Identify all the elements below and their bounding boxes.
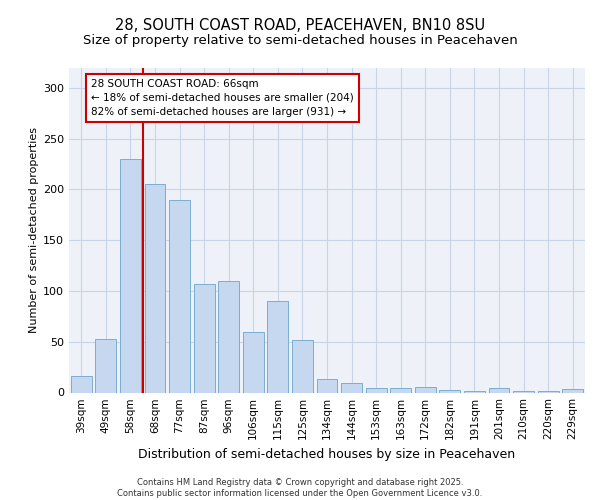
Bar xyxy=(488,388,509,392)
Bar xyxy=(169,200,190,392)
Bar xyxy=(292,340,313,392)
Bar xyxy=(268,301,289,392)
Text: 28, SOUTH COAST ROAD, PEACEHAVEN, BN10 8SU: 28, SOUTH COAST ROAD, PEACEHAVEN, BN10 8… xyxy=(115,18,485,32)
Bar xyxy=(439,390,460,392)
X-axis label: Distribution of semi-detached houses by size in Peacehaven: Distribution of semi-detached houses by … xyxy=(139,448,515,461)
Bar xyxy=(317,380,337,392)
Text: Size of property relative to semi-detached houses in Peacehaven: Size of property relative to semi-detach… xyxy=(83,34,517,47)
Bar xyxy=(145,184,166,392)
Bar xyxy=(562,390,583,392)
Bar xyxy=(243,332,264,392)
Y-axis label: Number of semi-detached properties: Number of semi-detached properties xyxy=(29,127,39,333)
Bar xyxy=(95,338,116,392)
Text: Contains HM Land Registry data © Crown copyright and database right 2025.
Contai: Contains HM Land Registry data © Crown c… xyxy=(118,478,482,498)
Text: 28 SOUTH COAST ROAD: 66sqm
← 18% of semi-detached houses are smaller (204)
82% o: 28 SOUTH COAST ROAD: 66sqm ← 18% of semi… xyxy=(91,79,354,117)
Bar xyxy=(415,388,436,392)
Bar xyxy=(194,284,215,393)
Bar xyxy=(120,159,141,392)
Bar xyxy=(390,388,411,392)
Bar xyxy=(365,388,386,392)
Bar xyxy=(71,376,92,392)
Bar xyxy=(341,384,362,392)
Bar xyxy=(218,281,239,392)
